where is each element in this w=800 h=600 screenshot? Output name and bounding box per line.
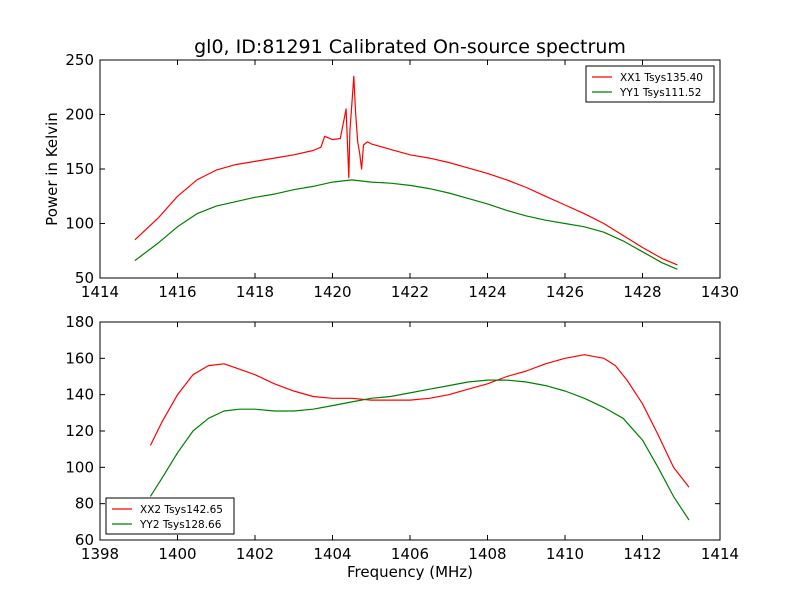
series-line-1-2 <box>134 179 678 270</box>
x-axis-label: Frequency (MHz) <box>347 563 473 581</box>
y-tick-label-1-4: 250 <box>65 51 94 69</box>
y-axis-label: Power in Kelvin <box>43 112 61 226</box>
x-tick-label-2-3: 1404 <box>313 545 351 563</box>
x-tick-label-2-8: 1414 <box>701 545 739 563</box>
x-tick-label-1-5: 1424 <box>468 283 506 301</box>
y-tick-label-2-0: 60 <box>75 531 94 549</box>
x-tick-label-1-1: 1416 <box>158 283 196 301</box>
y-tick-label-1-2: 150 <box>65 160 94 178</box>
x-tick-label-1-6: 1426 <box>546 283 584 301</box>
x-tick-label-1-3: 1420 <box>313 283 351 301</box>
x-tick-label-1-0: 1414 <box>81 283 119 301</box>
x-tick-label-1-2: 1418 <box>236 283 274 301</box>
x-tick-label-2-2: 1402 <box>236 545 274 563</box>
y-tick-label-2-6: 180 <box>65 313 94 331</box>
legend-box-1 <box>585 65 715 103</box>
y-tick-label-1-3: 200 <box>65 106 94 124</box>
y-tick-label-2-3: 120 <box>65 422 94 440</box>
y-tick-label-2-1: 80 <box>75 495 94 513</box>
x-tick-label-2-1: 1400 <box>158 545 196 563</box>
y-tick-label-2-2: 100 <box>65 458 94 476</box>
series-line-2-1 <box>149 354 690 488</box>
legend-2: XX2 Tsys142.65 YY2 Tsys128.66 <box>105 497 235 535</box>
x-tick-label-1-4: 1422 <box>391 283 429 301</box>
series-line-1-1 <box>134 75 678 266</box>
series-line-2-2 <box>149 379 690 521</box>
legend-box-2 <box>105 497 235 535</box>
legend-label-1-1: XX1 Tsys135.40 <box>620 72 703 84</box>
y-tick-label-1-0: 50 <box>75 269 94 287</box>
x-tick-label-2-4: 1406 <box>391 545 429 563</box>
x-tick-label-1-8: 1430 <box>701 283 739 301</box>
legend-label-2-2: YY2 Tsys128.66 <box>139 519 222 531</box>
panel-2: 1398 1400 1402 1404 1406 1408 1410 1412 1414 60 80… <box>65 313 739 563</box>
legend-label-2-1: XX2 Tsys142.65 <box>140 504 223 516</box>
x-tick-label-2-0: 1398 <box>81 545 119 563</box>
y-tick-label-2-4: 140 <box>65 386 94 404</box>
x-tick-label-2-6: 1410 <box>546 545 584 563</box>
y-tick-label-2-5: 160 <box>65 349 94 367</box>
x-tick-label-2-7: 1412 <box>623 545 661 563</box>
legend-1: XX1 Tsys135.40 YY1 Tsys111.52 <box>585 65 715 103</box>
figure-title: gl0, ID:81291 Calibrated On-source spect… <box>194 36 626 58</box>
panel-1: 1414 1416 1418 1420 1422 1424 1426 1428 1430 50 10… <box>65 51 739 301</box>
x-tick-label-1-7: 1428 <box>623 283 661 301</box>
plot-panels: 1414 1416 1418 1420 1422 1424 1426 1428 1430 50 10… <box>65 51 739 563</box>
y-tick-label-1-1: 100 <box>65 215 94 233</box>
x-tick-label-2-5: 1408 <box>468 545 506 563</box>
legend-label-1-2: YY1 Tsys111.52 <box>619 87 701 99</box>
